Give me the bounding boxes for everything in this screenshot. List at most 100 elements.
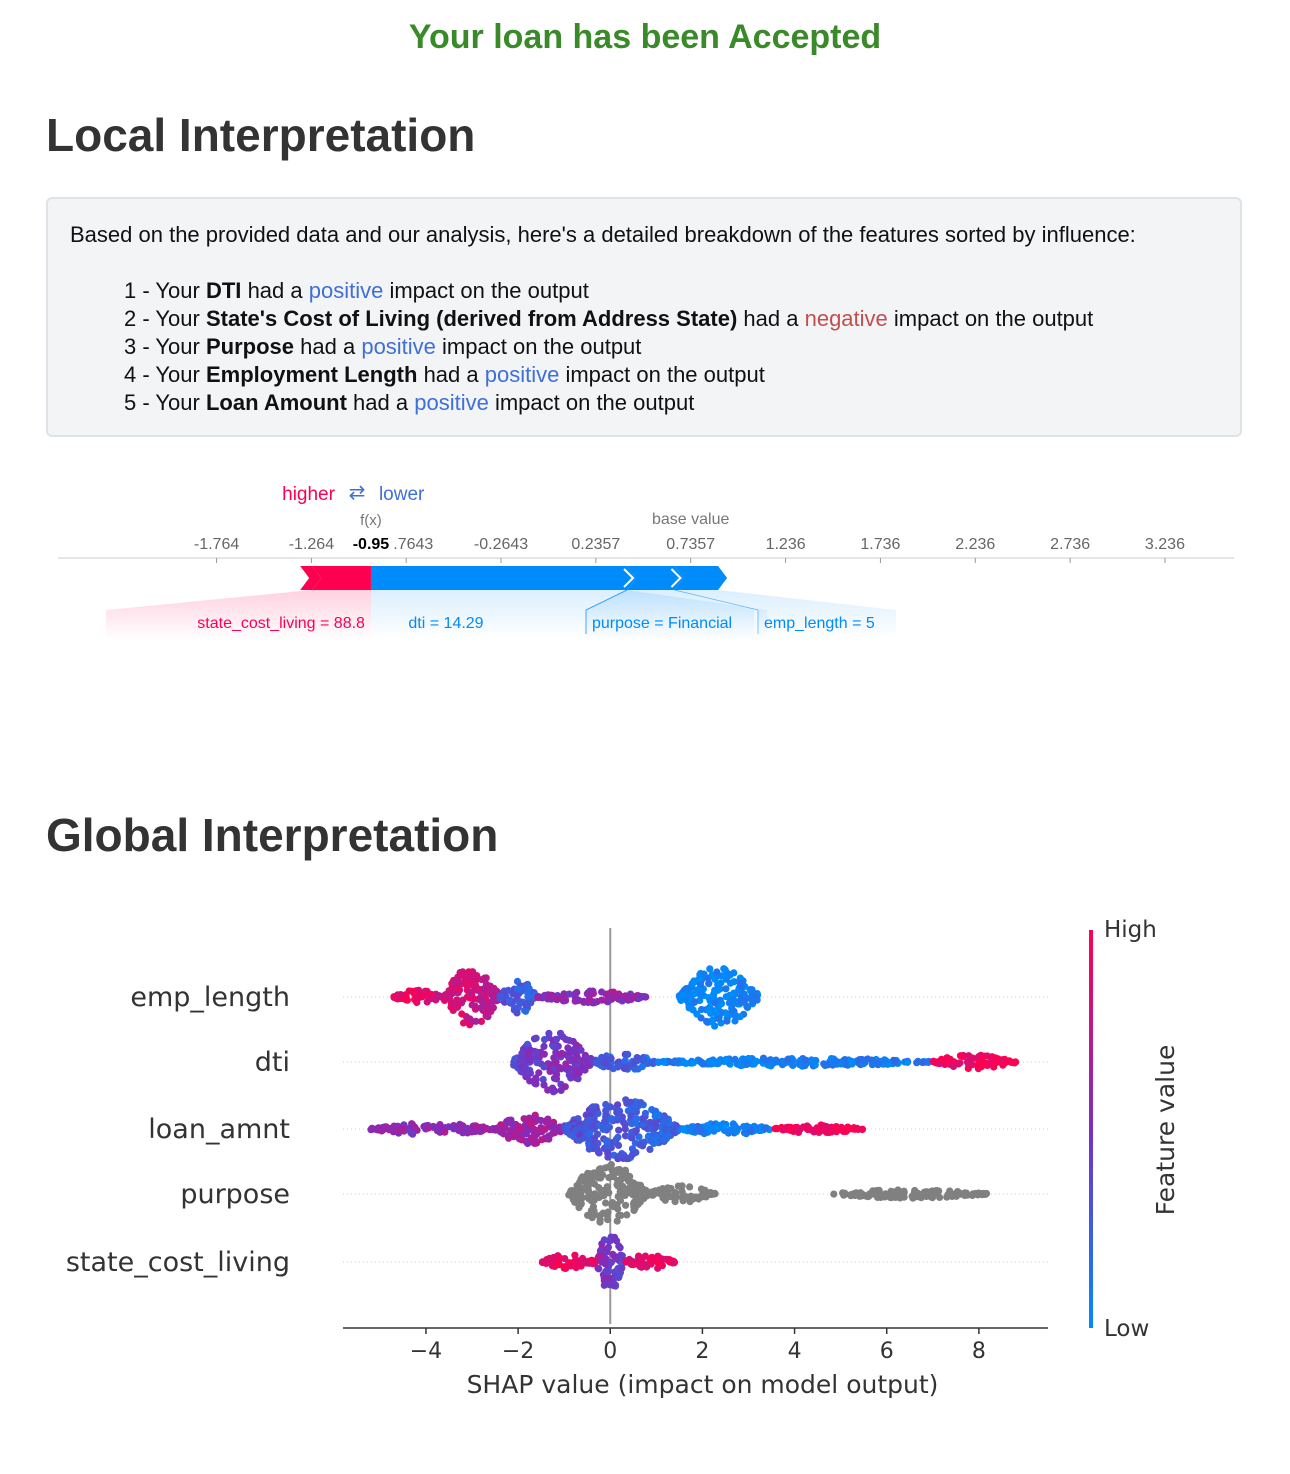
shap-point <box>839 1127 848 1135</box>
shap-point <box>522 1001 530 1009</box>
shap-point <box>731 1017 739 1025</box>
shap-point <box>830 1190 838 1198</box>
shap-point <box>740 990 748 998</box>
colorbar-title: Feature value <box>1151 1045 1180 1216</box>
shap-point <box>607 1055 615 1063</box>
shap-point <box>550 1059 558 1068</box>
shap-point <box>730 978 738 986</box>
shap-point <box>602 1199 610 1207</box>
colorbar-low-label: Low <box>1104 1316 1149 1342</box>
shap-point <box>601 1260 610 1268</box>
impact-label: positive <box>484 362 560 387</box>
shap-point <box>500 1130 508 1138</box>
shap-point <box>586 988 594 996</box>
shap-point <box>781 1125 789 1133</box>
shap-point <box>469 968 477 976</box>
shap-point <box>590 1142 598 1150</box>
shap-point <box>632 1127 640 1135</box>
shap-point <box>726 971 734 979</box>
force-plot: higher ⇄ lower -1.764 -1.264 -0.7643 -0.2643 0.… <box>46 470 1246 665</box>
shap-point <box>576 1124 584 1132</box>
shap-point <box>540 1063 548 1071</box>
shap-point <box>421 987 429 995</box>
shap-point <box>571 1056 579 1064</box>
shap-point <box>575 1261 583 1269</box>
shap-point <box>515 1123 523 1131</box>
shap-point <box>697 1126 705 1134</box>
shap-point <box>743 1060 751 1068</box>
shap-point <box>964 1060 972 1068</box>
shap-point <box>928 1194 937 1202</box>
shap-point <box>924 1058 932 1066</box>
shap-point <box>703 1017 711 1025</box>
shap-point <box>477 1017 485 1025</box>
shap-point <box>500 1125 508 1133</box>
shap-point <box>596 1218 604 1226</box>
shap-point <box>762 1124 770 1132</box>
shap-point <box>634 1102 642 1110</box>
shap-point <box>788 1060 796 1069</box>
shap-point <box>936 1193 944 1201</box>
shap-point <box>593 1059 601 1067</box>
shap-point <box>629 1150 637 1158</box>
shap-point <box>1011 1058 1019 1066</box>
shap-point <box>597 1053 606 1062</box>
shap-point <box>881 1057 889 1065</box>
shap-point <box>553 1261 561 1269</box>
shap-point <box>535 1069 543 1077</box>
shap-point <box>711 1190 719 1198</box>
shap-point <box>546 1067 554 1075</box>
shap-point <box>541 1125 549 1133</box>
shap-point <box>956 1059 964 1067</box>
shap-point <box>903 1058 912 1066</box>
shap-point <box>614 1193 622 1201</box>
shap-point <box>672 1193 680 1201</box>
force-tick-label: -0.2643 <box>474 536 528 553</box>
shap-point <box>663 1134 671 1142</box>
shap-point <box>518 1049 526 1057</box>
shap-point <box>586 1129 594 1137</box>
shap-point <box>661 1196 669 1204</box>
shap-point <box>711 999 719 1007</box>
force-connector <box>674 589 759 611</box>
shap-point <box>705 980 713 988</box>
shap-point <box>787 1123 795 1131</box>
shap-point <box>821 1061 829 1070</box>
force-tick-label: 1.736 <box>860 536 900 553</box>
shap-point <box>564 1044 572 1052</box>
shap-point <box>640 1056 648 1064</box>
shap-point <box>621 1057 629 1065</box>
feature-influence-list: 1 - Your DTI had a positive impact on th… <box>124 277 1093 417</box>
shap-point <box>679 991 687 999</box>
shap-point <box>558 1032 566 1040</box>
shap-point <box>477 1004 485 1012</box>
shap-point <box>731 1125 740 1133</box>
shap-point <box>748 986 756 994</box>
shap-point <box>554 995 562 1003</box>
legend-arrow-icon: ⇄ <box>349 482 366 504</box>
shap-point <box>837 1060 845 1068</box>
shap-point <box>655 1187 663 1195</box>
shap-point <box>614 1133 622 1141</box>
shap-point <box>938 1055 946 1063</box>
shap-point <box>862 1192 870 1200</box>
shap-point <box>623 1155 631 1163</box>
shap-point <box>550 1054 558 1062</box>
impact-label: positive <box>361 334 436 359</box>
shap-point <box>891 1058 900 1066</box>
shap-point <box>686 1183 694 1191</box>
shap-point <box>793 1126 801 1135</box>
shap-point <box>594 1253 602 1262</box>
shap-point <box>690 1194 698 1202</box>
shap-point <box>586 996 594 1004</box>
shap-point <box>674 1182 682 1190</box>
shap-point <box>504 986 512 994</box>
shap-point <box>637 1187 645 1195</box>
base-value-label: base value <box>652 511 729 528</box>
shap-point <box>614 1273 622 1281</box>
shap-point <box>514 985 522 993</box>
shap-point <box>614 1141 623 1149</box>
shap-point <box>595 1149 603 1157</box>
shap-point <box>868 1061 877 1069</box>
force-feature-label: state_cost_living = 88.8 <box>197 615 365 632</box>
